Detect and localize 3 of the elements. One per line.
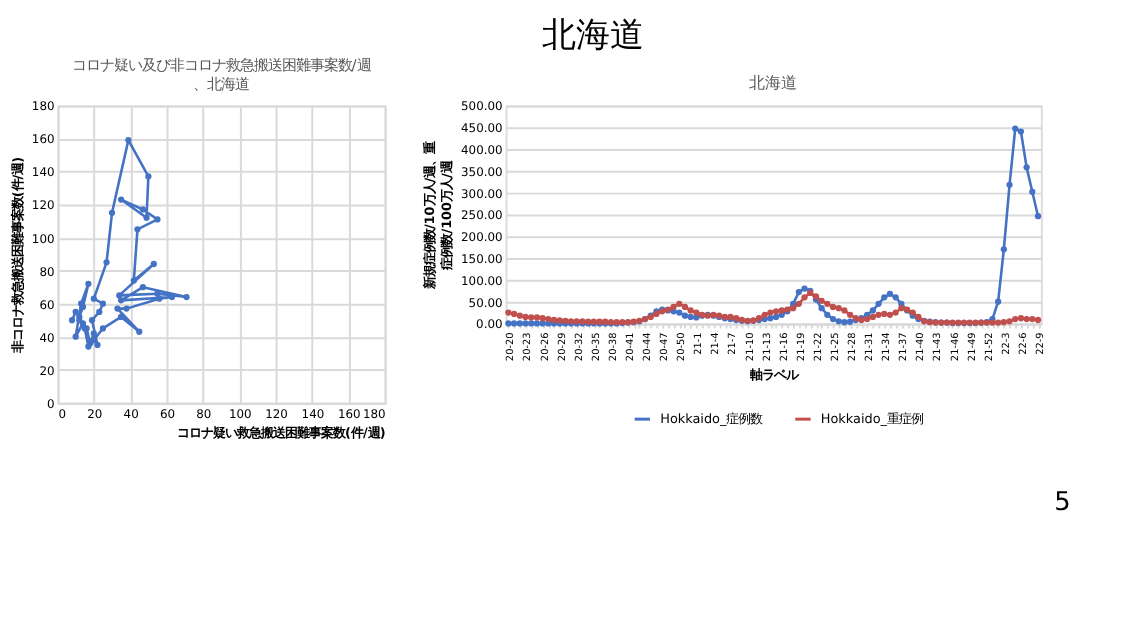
text: 北海道 bbox=[541, 13, 644, 54]
text: 5 bbox=[1054, 487, 1071, 518]
chart-title: 北海道 bbox=[749, 73, 798, 92]
